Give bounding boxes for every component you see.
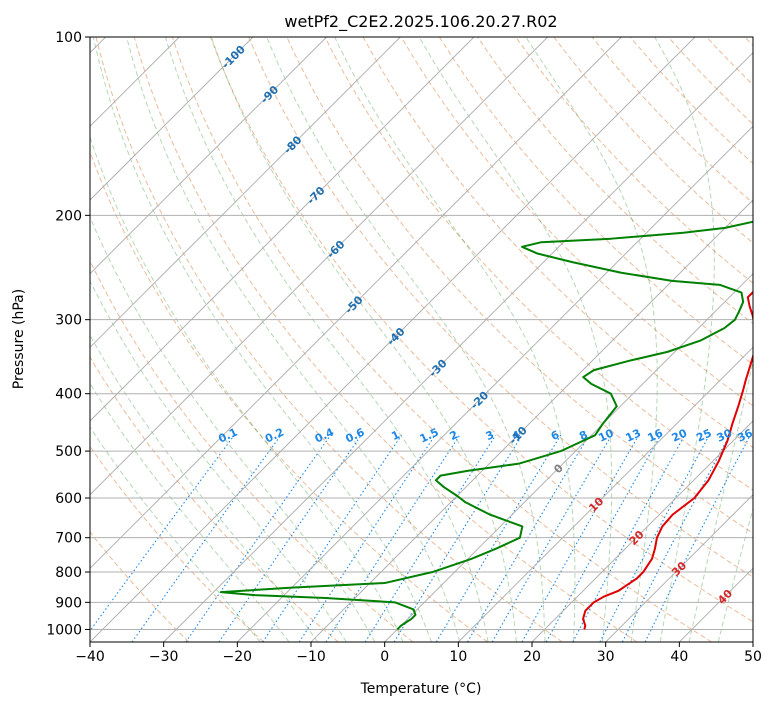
x-tick-label: 40 bbox=[670, 649, 688, 665]
y-tick-label: 1000 bbox=[46, 622, 82, 638]
x-tick-label: 30 bbox=[597, 649, 615, 665]
x-tick-label: 50 bbox=[744, 649, 762, 665]
y-tick-label: 900 bbox=[55, 595, 82, 611]
x-axis-label: Temperature (°C) bbox=[360, 681, 482, 697]
chart-title: wetPf2_C2E2.2025.106.20.27.R02 bbox=[284, 12, 557, 32]
y-axis-label: Pressure (hPa) bbox=[11, 289, 27, 389]
y-tick-label: 500 bbox=[55, 444, 82, 460]
x-tick-label: 10 bbox=[449, 649, 467, 665]
x-tick-label: −30 bbox=[149, 649, 179, 665]
y-tick-label: 800 bbox=[55, 565, 82, 581]
y-tick-label: 200 bbox=[55, 208, 82, 224]
y-tick-label: 600 bbox=[55, 491, 82, 507]
x-tick-label: −20 bbox=[223, 649, 253, 665]
y-tick-label: 100 bbox=[55, 30, 82, 46]
y-tick-label: 400 bbox=[55, 387, 82, 403]
y-tick-label: 700 bbox=[55, 531, 82, 547]
x-tick-label: −40 bbox=[75, 649, 105, 665]
x-tick-label: −10 bbox=[296, 649, 326, 665]
x-tick-label: 20 bbox=[523, 649, 541, 665]
y-tick-label: 300 bbox=[55, 313, 82, 329]
x-tick-label: 0 bbox=[380, 649, 389, 665]
